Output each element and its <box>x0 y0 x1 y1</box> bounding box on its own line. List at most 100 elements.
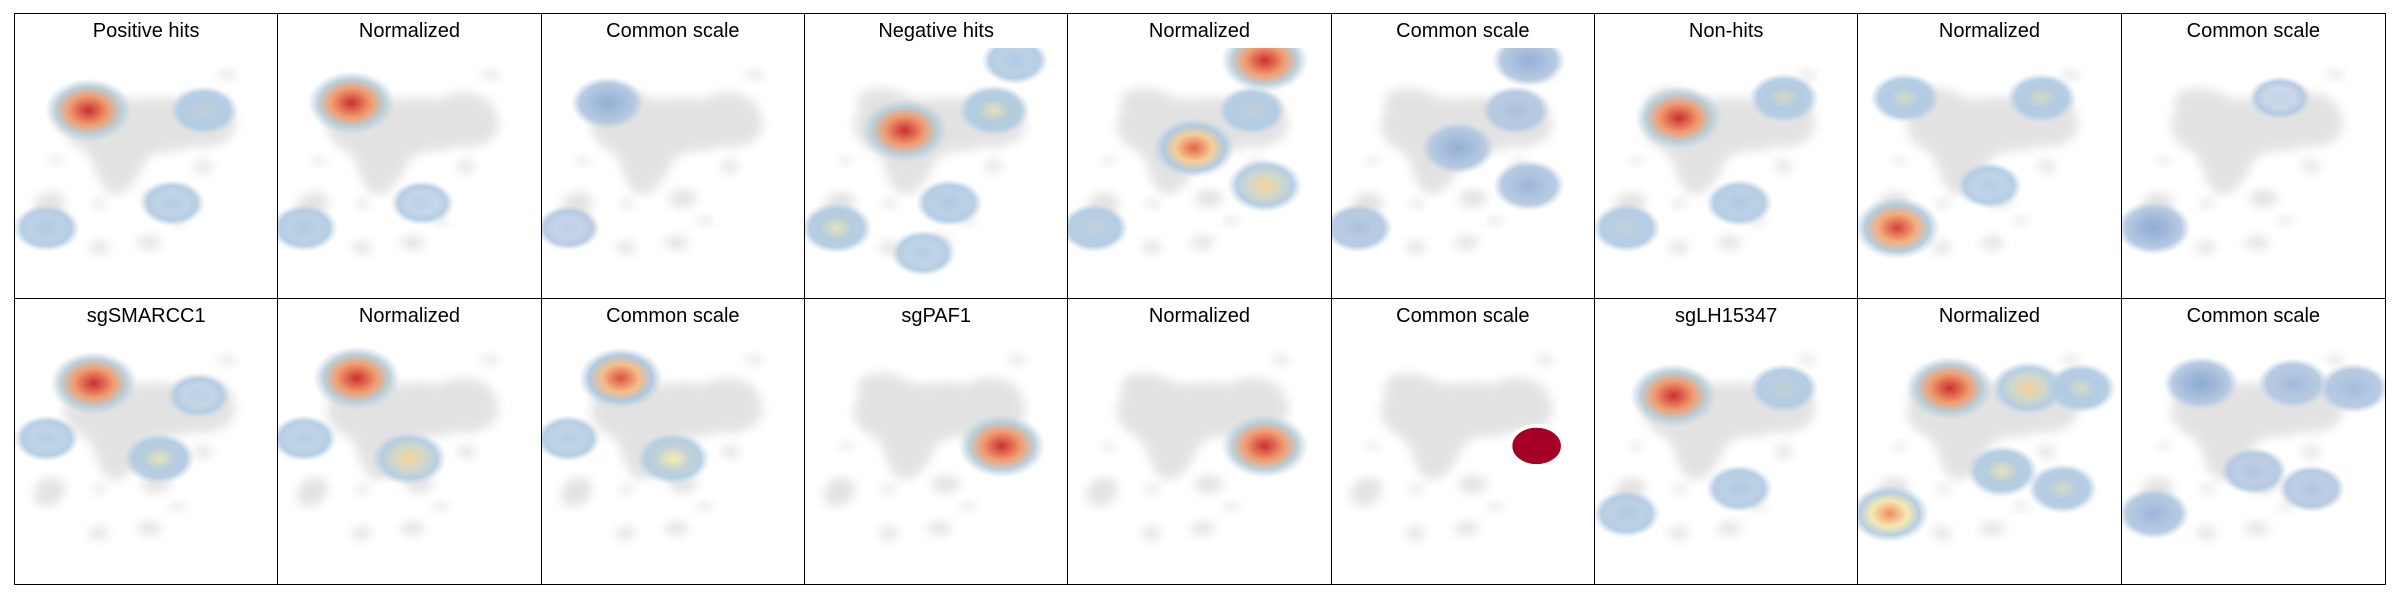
density-plot <box>1595 70 1820 255</box>
cell-cluster <box>93 199 106 209</box>
cell-cloud <box>1350 355 1553 541</box>
cell-cluster <box>1087 477 1119 507</box>
cell-cluster <box>457 159 475 174</box>
cell-cluster <box>663 521 688 536</box>
density-plot <box>541 70 763 255</box>
cell-cluster <box>883 484 896 495</box>
density-plot <box>15 351 236 541</box>
density-hotspot <box>1068 203 1129 253</box>
density-hotspot <box>1420 121 1495 175</box>
density-hotspot <box>1629 363 1718 428</box>
cell-cluster <box>1194 475 1224 494</box>
heatmap-panel: Common scale <box>1331 14 1595 299</box>
cell-cluster <box>1146 199 1159 209</box>
cell-cluster <box>883 199 896 209</box>
cell-cluster <box>1102 156 1116 165</box>
cell-cluster <box>2243 521 2268 536</box>
cell-cluster <box>1629 156 1643 165</box>
cell-cluster <box>1716 235 1741 250</box>
density-plot <box>15 70 239 255</box>
cell-cluster <box>823 477 856 507</box>
cell-cluster <box>926 521 951 536</box>
density-hotspot <box>1858 196 1941 260</box>
cell-cluster <box>2037 445 2055 459</box>
cell-cluster <box>1409 484 1423 495</box>
cell-cluster <box>2013 216 2029 226</box>
density-plot <box>1858 355 2117 543</box>
density-plot <box>1858 70 2080 260</box>
density-plot <box>278 346 500 541</box>
density-hotspot <box>1991 361 2067 416</box>
cell-cluster <box>433 502 449 512</box>
panel-title: Common scale <box>1396 20 1530 42</box>
density-hotspot <box>2163 356 2239 411</box>
density-hotspot <box>915 179 983 227</box>
cell-cluster <box>1931 240 1951 255</box>
cell-cluster <box>668 189 697 208</box>
cell-cluster <box>218 355 236 365</box>
cell-cluster <box>854 372 1026 481</box>
density-hotspot <box>1870 73 1941 123</box>
heatmap-panel: Common scale <box>541 299 805 584</box>
heatmap-panel: Normalized <box>278 299 542 584</box>
cell-cluster <box>1979 521 2004 536</box>
cell-cluster <box>1409 199 1423 209</box>
cell-cluster <box>297 477 329 507</box>
heatmap-panel: sgSMARCC1 <box>15 299 279 584</box>
density-hotspot <box>2318 363 2385 414</box>
density-hotspot <box>15 204 81 252</box>
cell-cluster <box>1892 156 1906 165</box>
cell-cluster <box>1102 442 1116 451</box>
cell-cluster <box>1931 526 1951 541</box>
density-hotspot <box>1480 86 1550 135</box>
cell-cluster <box>1404 526 1425 541</box>
density-hotspot <box>636 432 710 485</box>
cell-cluster <box>1380 372 1552 481</box>
cell-cluster <box>2277 216 2293 226</box>
panel-title: Common scale <box>606 20 740 42</box>
panel-title: Non-hits <box>1688 20 1764 42</box>
cell-cluster <box>721 159 739 174</box>
panel-title: Common scale <box>1396 305 1530 327</box>
cell-cluster <box>663 235 688 250</box>
cell-cluster <box>1716 521 1741 536</box>
density-hotspot <box>1221 413 1309 478</box>
density-hotspot <box>2277 464 2345 513</box>
density-hotspot <box>1595 203 1661 253</box>
cell-cluster <box>696 216 712 226</box>
cell-cluster <box>93 484 106 495</box>
density-hotspot <box>2219 447 2288 495</box>
cell-cluster <box>2195 240 2215 255</box>
cell-cluster <box>1936 484 1949 495</box>
cell-cluster <box>1453 521 1478 536</box>
cell-cluster <box>194 159 212 174</box>
panel-title: Normalized <box>358 305 461 327</box>
density-hotspot <box>44 78 133 143</box>
density-plot <box>1331 48 1566 255</box>
panel-title: Positive hits <box>92 20 200 42</box>
cell-cluster <box>1189 521 1214 536</box>
density-hotspot <box>1858 484 1930 543</box>
cell-cluster <box>1350 477 1382 507</box>
density-plot <box>541 347 763 541</box>
density-hotspot <box>2257 358 2329 409</box>
cell-cluster <box>1673 484 1686 495</box>
density-hotspot <box>2027 463 2099 514</box>
cell-cluster <box>2013 502 2029 512</box>
density-hotspot <box>1217 86 1287 135</box>
panel-title: Normalized <box>1938 305 2041 327</box>
density-plot <box>2121 70 2344 255</box>
density-hotspot <box>1491 48 1566 87</box>
cell-cluster <box>1979 235 2004 250</box>
cell-cluster <box>2326 355 2344 365</box>
heatmap-panel: Normalized <box>1858 299 2122 584</box>
cell-cluster <box>170 502 185 512</box>
density-hotspot <box>981 48 1049 85</box>
density-hotspot <box>2006 73 2078 123</box>
panel-title: Common scale <box>606 305 740 327</box>
density-hotspot <box>2121 201 2191 255</box>
cell-cluster <box>1774 445 1792 459</box>
density-hotspot <box>307 71 396 135</box>
panel-title: Normalized <box>1938 20 2041 42</box>
panel-title: sgSMARCC1 <box>86 305 206 327</box>
